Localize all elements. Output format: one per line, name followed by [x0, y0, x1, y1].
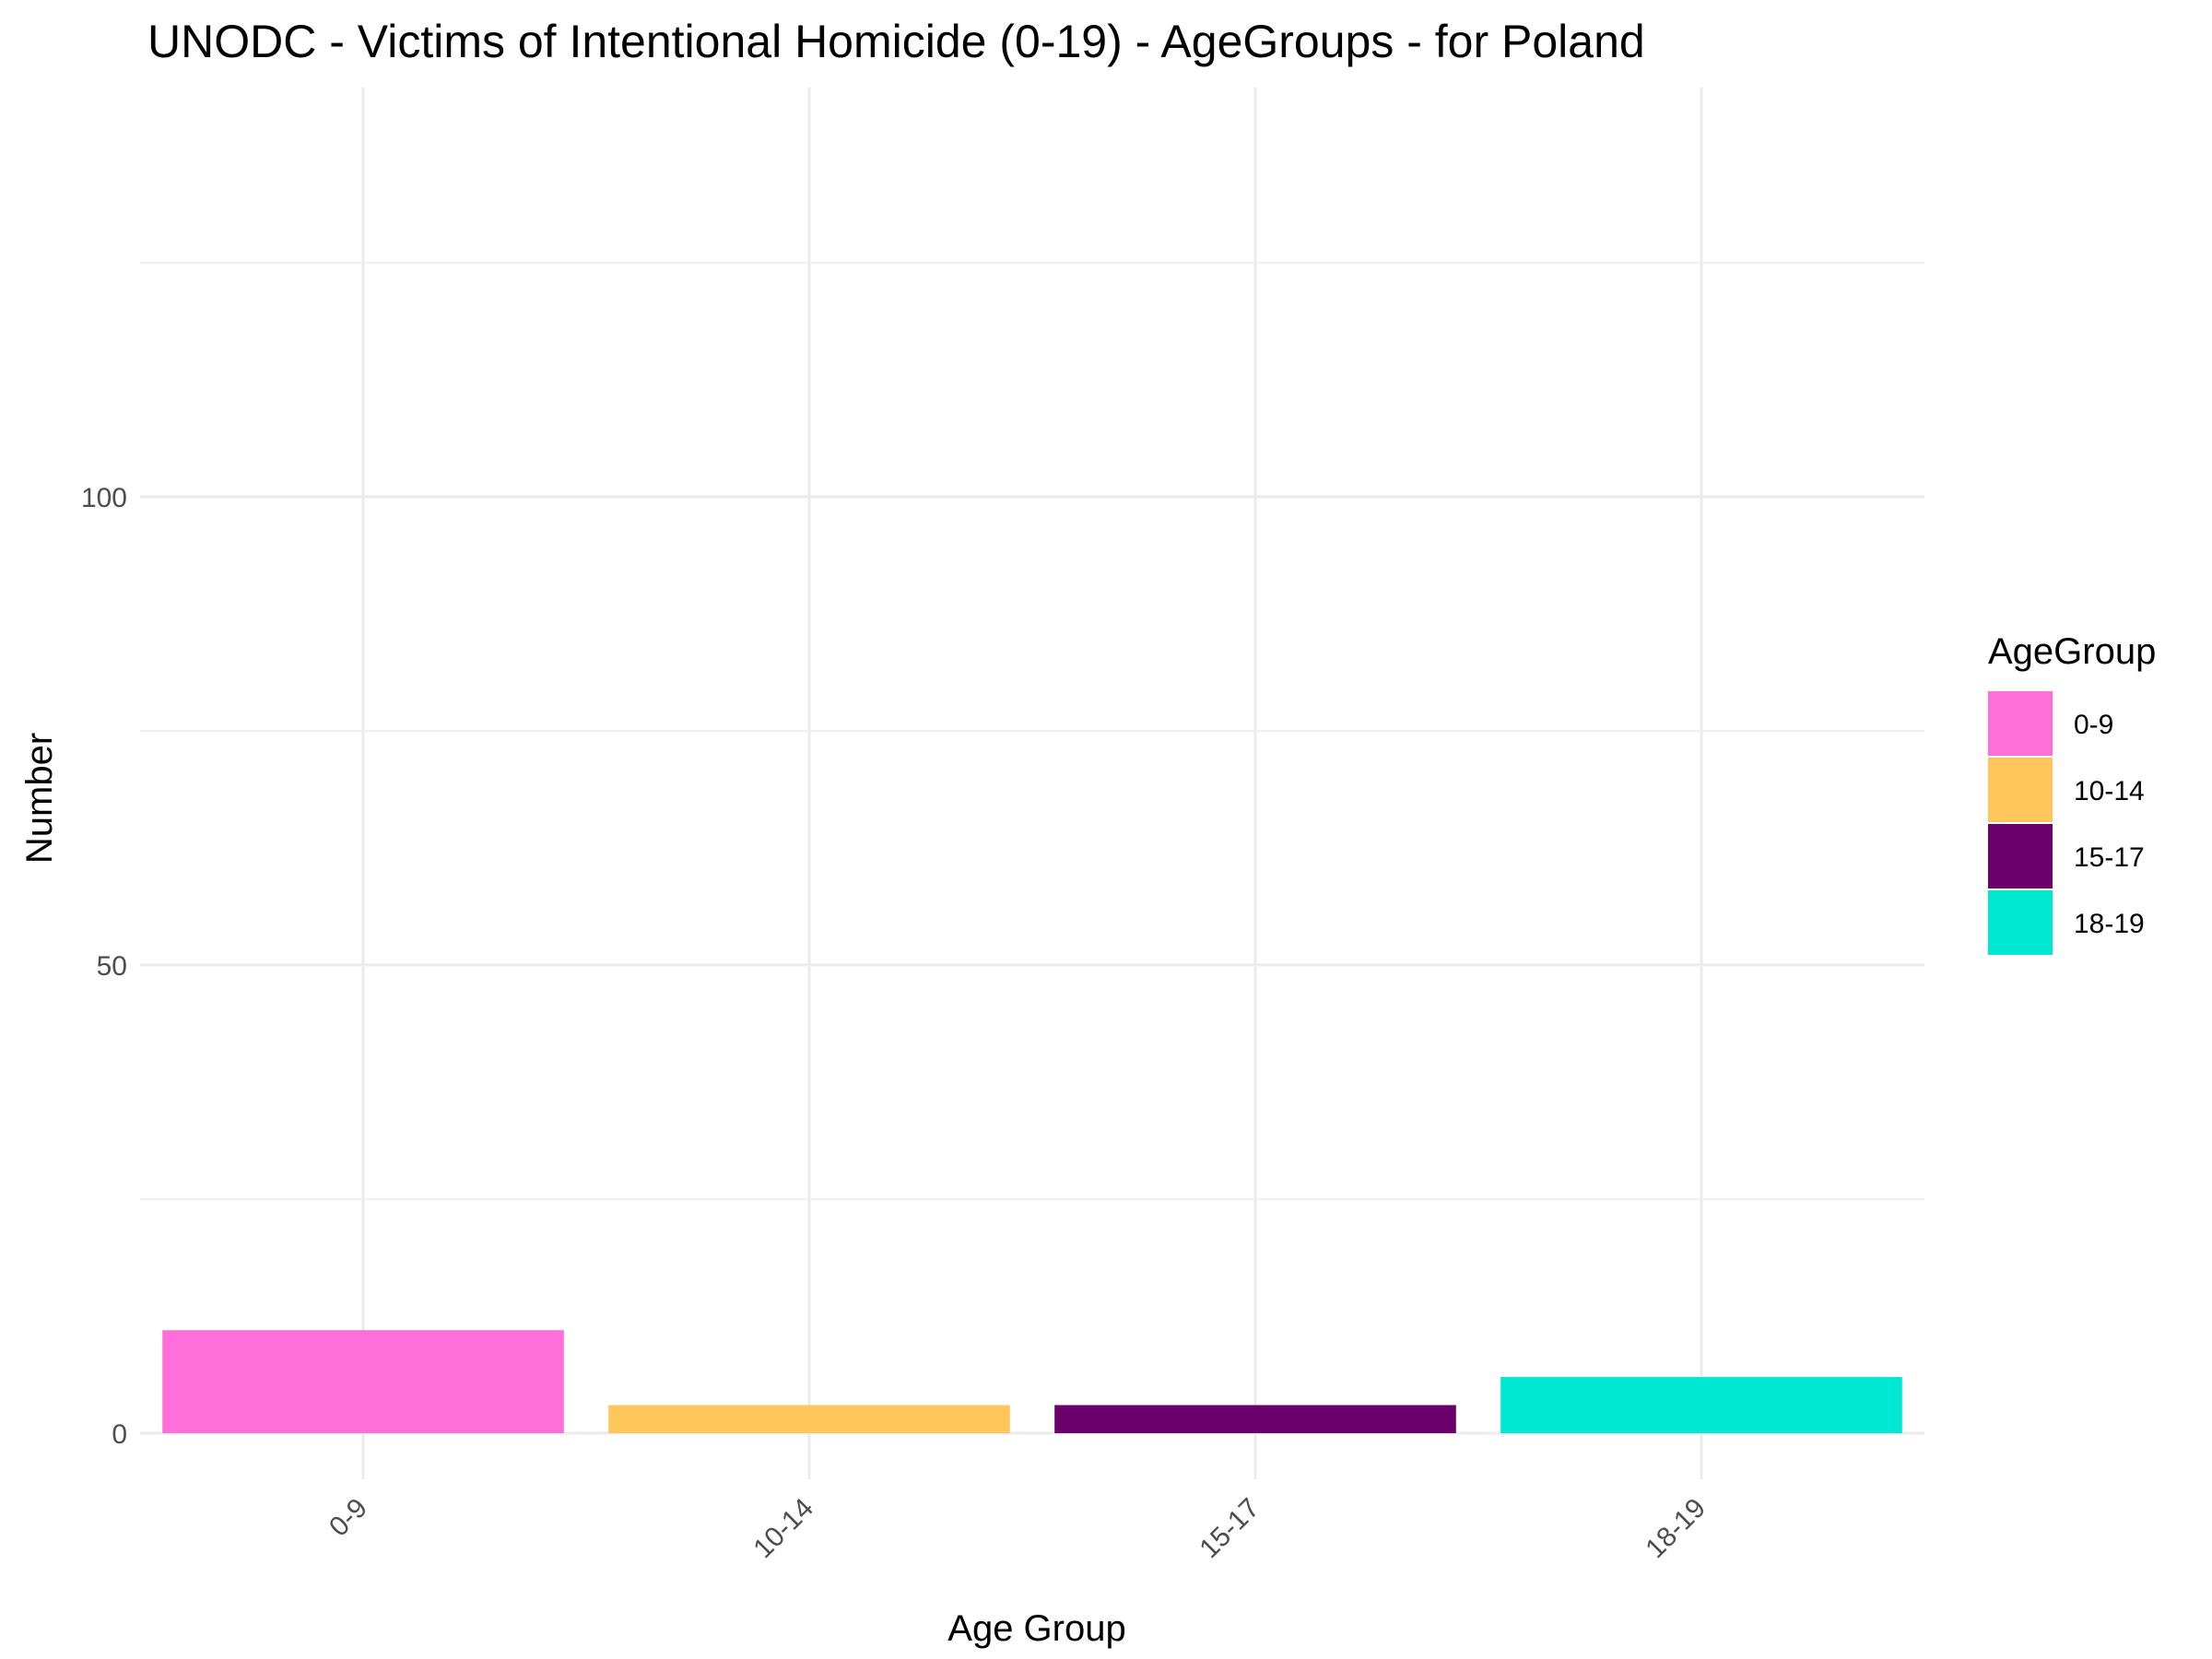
bar-10-14	[608, 1405, 1010, 1433]
bars	[162, 1330, 1902, 1433]
legend-label: 0-9	[2074, 710, 2113, 740]
legend-swatch-15-17	[1988, 824, 2053, 888]
legend-label: 10-14	[2074, 776, 2145, 806]
legend-title: AgeGroup	[1988, 631, 2156, 672]
y-axis-ticks: 0 50 100	[81, 483, 127, 1450]
x-axis-ticks: 0-9 10-14 15-17 18-19	[324, 1493, 1712, 1565]
legend-label: 15-17	[2074, 842, 2145, 873]
y-tick-label: 50	[97, 951, 127, 982]
bar-15-17	[1054, 1405, 1456, 1433]
x-tick-label: 0-9	[324, 1493, 373, 1543]
y-axis-title: Number	[19, 733, 60, 864]
bar-0-9	[162, 1330, 564, 1433]
x-tick-label: 15-17	[1194, 1493, 1265, 1565]
legend-swatch-10-14	[1988, 758, 2053, 822]
grid-lines	[140, 88, 1924, 1479]
legend-label: 18-19	[2074, 909, 2145, 939]
bar-18-19	[1500, 1377, 1902, 1433]
y-tick-label: 0	[112, 1419, 127, 1450]
x-tick-label: 18-19	[1640, 1493, 1712, 1565]
legend-swatch-18-19	[1988, 890, 2053, 955]
x-axis-title: Age Group	[947, 1608, 1125, 1649]
legend: AgeGroup 0-9 10-14 15-17 18-19	[1988, 631, 2156, 955]
legend-swatch-0-9	[1988, 691, 2053, 756]
y-tick-label: 100	[81, 483, 127, 513]
chart-title: UNODC - Victims of Intentional Homicide …	[147, 16, 1645, 67]
x-tick-label: 10-14	[747, 1493, 819, 1565]
